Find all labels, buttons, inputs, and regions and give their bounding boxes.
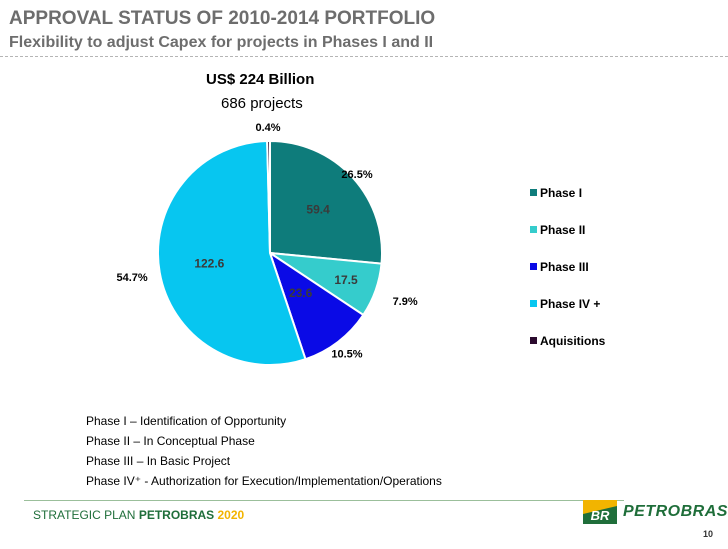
- legend-item-phase-2: Phase II: [530, 211, 605, 248]
- legend-item-phase-4: Phase IV +: [530, 285, 605, 322]
- legend-swatch: [530, 226, 537, 233]
- legend-label: Aquisitions: [540, 333, 606, 348]
- pie-slice-3: [268, 250, 365, 361]
- legend-label: Phase IV +: [540, 296, 601, 311]
- petrobras-logo: BR PETROBRAS: [583, 500, 728, 524]
- legend-item-aquisitions: Aquisitions: [530, 322, 605, 359]
- slice-percent-label: 7.9%: [393, 296, 418, 308]
- chart-legend: Phase I Phase II Phase III Phase IV + Aq…: [530, 174, 605, 359]
- chart-title: US$ 224 Billion: [206, 71, 315, 88]
- legend-swatch: [530, 337, 537, 344]
- br-logo-icon: BR: [583, 500, 617, 524]
- slice-percent-label: 26.5%: [341, 169, 372, 181]
- legend-swatch: [530, 189, 537, 196]
- page-subtitle: Flexibility to adjust Capex for projects…: [9, 34, 434, 51]
- slice-value-label: 122.6: [194, 257, 224, 271]
- definition-phase-4: Phase IV⁺ - Authorization for Execution/…: [86, 474, 442, 488]
- definition-phase-1: Phase I – Identification of Opportunity: [86, 414, 287, 428]
- footer-year: 2020: [217, 508, 245, 522]
- slice-value-label: 23.6: [289, 286, 313, 300]
- slice-value-label: 59.4: [306, 202, 330, 216]
- slice-percent-label: 54.7%: [117, 272, 148, 284]
- logo-text: PETROBRAS: [623, 503, 728, 520]
- pie-slice-4: [157, 140, 307, 366]
- legend-item-phase-3: Phase III: [530, 248, 605, 285]
- footer-plan: STRATEGIC PLAN PETROBRAS 2020: [33, 508, 244, 522]
- footer-plan-prefix: STRATEGIC PLAN: [33, 508, 136, 522]
- phase-definitions: Phase I – Identification of Opportunity …: [86, 411, 442, 491]
- legend-swatch: [530, 263, 537, 270]
- legend-label: Phase II: [540, 222, 586, 237]
- slice-percent-label: 0.4%: [255, 122, 280, 134]
- chart-subtitle: 686 projects: [221, 95, 303, 112]
- legend-label: Phase III: [540, 259, 589, 274]
- slice-percent-label: 10.5%: [331, 348, 362, 360]
- legend-item-phase-1: Phase I: [530, 174, 605, 211]
- definition-phase-2: Phase II – In Conceptual Phase: [86, 434, 255, 448]
- definition-phase-3: Phase III – In Basic Project: [86, 454, 231, 468]
- page-title: APPROVAL STATUS OF 2010-2014 PORTFOLIO: [9, 8, 436, 29]
- footer-brand: PETROBRAS: [138, 508, 215, 522]
- title-divider: [0, 56, 728, 57]
- footer-divider: [24, 500, 624, 501]
- page-number: 10: [703, 529, 714, 539]
- legend-swatch: [530, 300, 537, 307]
- logo-mark: BR: [591, 508, 610, 523]
- pie-slice-1: [269, 139, 383, 265]
- pie-slice-5: [266, 139, 271, 254]
- legend-label: Phase I: [540, 185, 583, 200]
- slice-value-label: 17.5: [334, 273, 358, 287]
